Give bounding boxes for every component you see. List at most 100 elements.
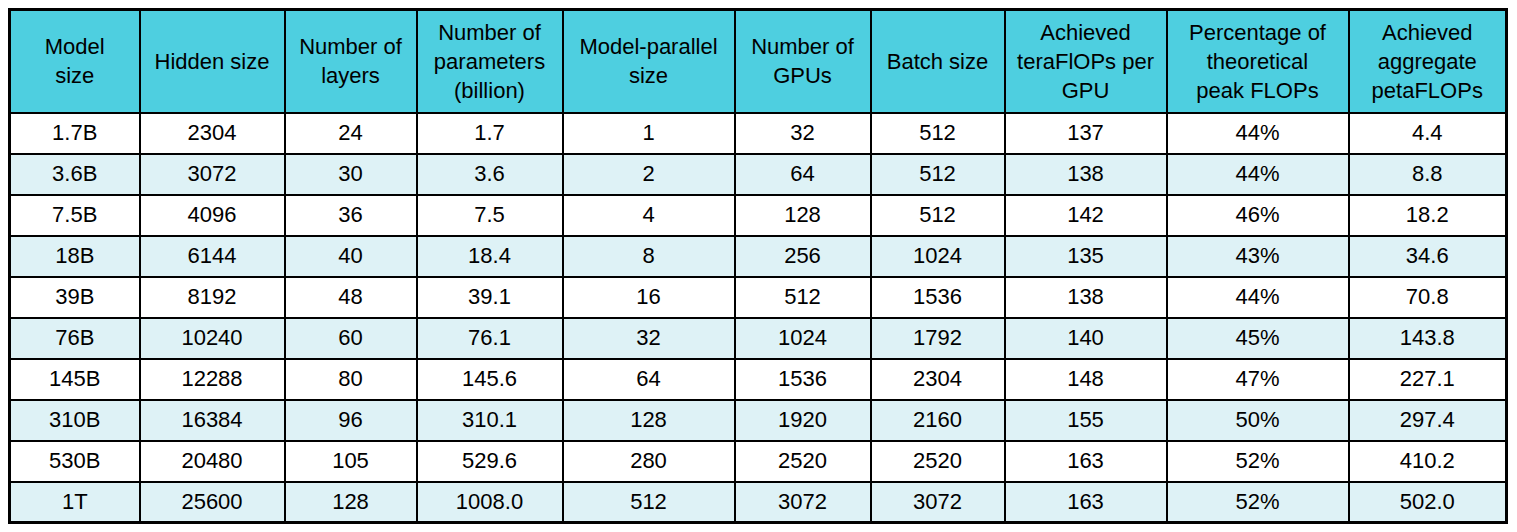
table-cell: 3.6B [10, 154, 140, 195]
table-cell: 4.4 [1349, 113, 1507, 154]
table-cell: 43% [1167, 236, 1349, 277]
table-cell: 1 [563, 113, 735, 154]
table-cell: 2520 [871, 441, 1005, 482]
table-cell: 8192 [140, 277, 285, 318]
table-cell: 70.8 [1349, 277, 1507, 318]
table-cell: 24 [285, 113, 417, 154]
table-cell: 105 [285, 441, 417, 482]
table-cell: 138 [1005, 277, 1167, 318]
table-cell: 512 [871, 113, 1005, 154]
table-cell: 30 [285, 154, 417, 195]
table-cell: 1536 [735, 359, 871, 400]
table-cell: 1.7 [417, 113, 563, 154]
table-cell: 1024 [871, 236, 1005, 277]
table-cell: 47% [1167, 359, 1349, 400]
table-row: 3.6B3072303.626451213844%8.8 [10, 154, 1507, 195]
table-cell: 530B [10, 441, 140, 482]
table-row: 18B61444018.48256102413543%34.6 [10, 236, 1507, 277]
table-cell: 12288 [140, 359, 285, 400]
table-cell: 32 [563, 318, 735, 359]
table-cell: 163 [1005, 441, 1167, 482]
table-cell: 44% [1167, 154, 1349, 195]
table-cell: 34.6 [1349, 236, 1507, 277]
table-cell: 32 [735, 113, 871, 154]
table-cell: 16 [563, 277, 735, 318]
table-cell: 76.1 [417, 318, 563, 359]
column-header: Number of parameters (billion) [417, 10, 563, 113]
table-cell: 502.0 [1349, 482, 1507, 523]
table-row: 76B102406076.1321024179214045%143.8 [10, 318, 1507, 359]
table-cell: 2520 [735, 441, 871, 482]
table-cell: 1536 [871, 277, 1005, 318]
table-cell: 96 [285, 400, 417, 441]
table-cell: 310B [10, 400, 140, 441]
table-cell: 45% [1167, 318, 1349, 359]
table-cell: 3072 [735, 482, 871, 523]
table-cell: 2 [563, 154, 735, 195]
table-cell: 138 [1005, 154, 1167, 195]
table-cell: 8.8 [1349, 154, 1507, 195]
table-cell: 76B [10, 318, 140, 359]
table-cell: 8 [563, 236, 735, 277]
model-scaling-table: Model sizeHidden sizeNumber of layersNum… [8, 8, 1508, 524]
table-cell: 145.6 [417, 359, 563, 400]
table-cell: 2304 [140, 113, 285, 154]
table-cell: 18.2 [1349, 195, 1507, 236]
table-cell: 20480 [140, 441, 285, 482]
table-cell: 155 [1005, 400, 1167, 441]
table-cell: 512 [871, 195, 1005, 236]
table-cell: 142 [1005, 195, 1167, 236]
table-cell: 25600 [140, 482, 285, 523]
table-cell: 310.1 [417, 400, 563, 441]
table-cell: 52% [1167, 482, 1349, 523]
table-cell: 50% [1167, 400, 1349, 441]
column-header: Number of layers [285, 10, 417, 113]
table-cell: 3072 [140, 154, 285, 195]
table-cell: 1.7B [10, 113, 140, 154]
table-cell: 2160 [871, 400, 1005, 441]
table-cell: 137 [1005, 113, 1167, 154]
table-cell: 256 [735, 236, 871, 277]
table-cell: 6144 [140, 236, 285, 277]
table-cell: 18B [10, 236, 140, 277]
table-cell: 52% [1167, 441, 1349, 482]
table-cell: 163 [1005, 482, 1167, 523]
table-cell: 80 [285, 359, 417, 400]
table-cell: 148 [1005, 359, 1167, 400]
table-cell: 3.6 [417, 154, 563, 195]
table-cell: 410.2 [1349, 441, 1507, 482]
table-cell: 529.6 [417, 441, 563, 482]
table-row: 145B1228880145.6641536230414847%227.1 [10, 359, 1507, 400]
table-cell: 4096 [140, 195, 285, 236]
table-cell: 64 [563, 359, 735, 400]
table-row: 7.5B4096367.5412851214246%18.2 [10, 195, 1507, 236]
column-header: Achieved teraFlOPs per GPU [1005, 10, 1167, 113]
table-row: 310B1638496310.11281920216015550%297.4 [10, 400, 1507, 441]
table-row: 39B81924839.116512153613844%70.8 [10, 277, 1507, 318]
table-cell: 48 [285, 277, 417, 318]
table-cell: 145B [10, 359, 140, 400]
table-cell: 128 [563, 400, 735, 441]
table-cell: 1792 [871, 318, 1005, 359]
table-cell: 512 [871, 154, 1005, 195]
table-cell: 4 [563, 195, 735, 236]
table-cell: 64 [735, 154, 871, 195]
table-cell: 7.5B [10, 195, 140, 236]
column-header: Model size [10, 10, 140, 113]
table-cell: 280 [563, 441, 735, 482]
table-cell: 140 [1005, 318, 1167, 359]
table-row: 1.7B2304241.713251213744%4.4 [10, 113, 1507, 154]
column-header: Hidden size [140, 10, 285, 113]
table-cell: 40 [285, 236, 417, 277]
table-cell: 128 [735, 195, 871, 236]
table-cell: 46% [1167, 195, 1349, 236]
table-row: 530B20480105529.62802520252016352%410.2 [10, 441, 1507, 482]
table-cell: 36 [285, 195, 417, 236]
table-cell: 7.5 [417, 195, 563, 236]
table-cell: 3072 [871, 482, 1005, 523]
table-cell: 60 [285, 318, 417, 359]
table-cell: 16384 [140, 400, 285, 441]
column-header: Number of GPUs [735, 10, 871, 113]
table-cell: 1920 [735, 400, 871, 441]
column-header: Batch size [871, 10, 1005, 113]
